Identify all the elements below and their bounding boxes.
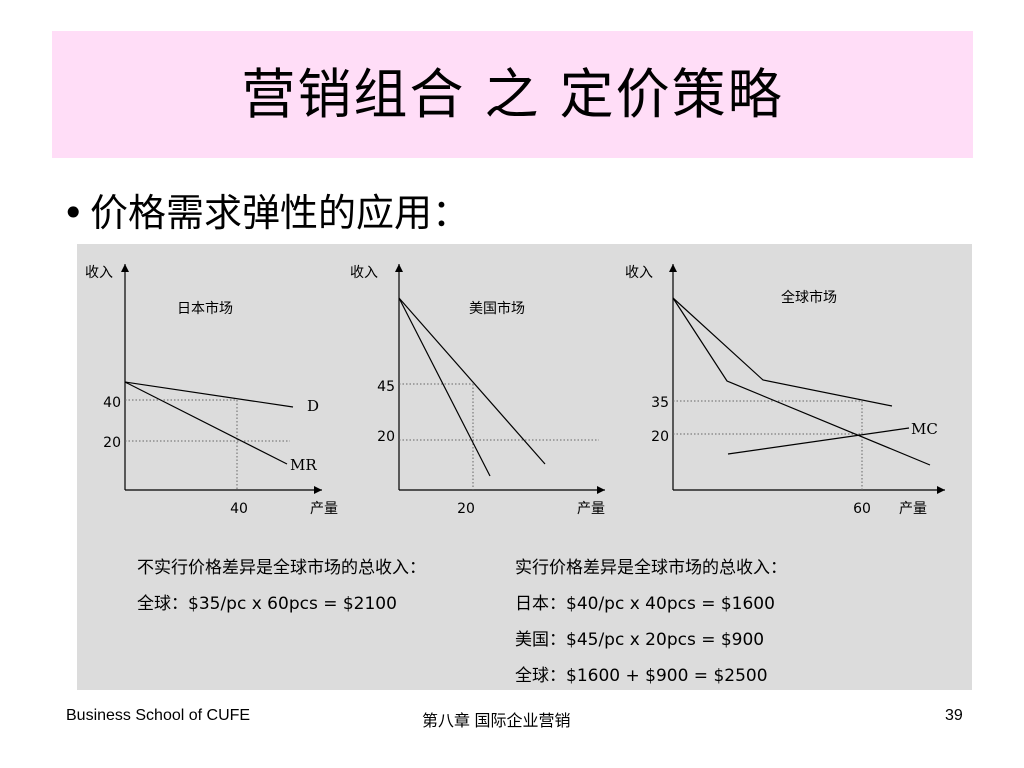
chart1-y-arrow-icon bbox=[121, 264, 129, 272]
footer-page-number: 39 bbox=[945, 707, 963, 724]
bullet-item: • 价格需求弹性的应用： bbox=[62, 182, 470, 237]
chart1-title: 日本市场 bbox=[177, 300, 233, 317]
slide-title: 营销组合 之 定价策略 bbox=[241, 63, 784, 126]
right-line-usa: 美国：$45/pc x 20pcs = $900 bbox=[515, 630, 765, 650]
chart2-xtick-20: 20 bbox=[457, 501, 475, 517]
chart1-xtick-40: 40 bbox=[230, 501, 248, 517]
chart3-mc-line bbox=[727, 427, 910, 455]
chart1-label-mr: MR bbox=[290, 456, 317, 474]
chart3-x-label: 产量 bbox=[899, 501, 927, 517]
chart3-y-label: 收入 bbox=[625, 265, 653, 281]
revenue-without-discrimination: 不实行价格差异是全球市场的总收入： 全球：$35/pc x 60pcs = $2… bbox=[137, 550, 426, 622]
bullet-text: 价格需求弹性的应用： bbox=[90, 191, 471, 235]
left-heading: 不实行价格差异是全球市场的总收入： bbox=[137, 558, 426, 578]
footer-center: 第八章 国际企业营销 bbox=[422, 713, 571, 730]
chart2-y-arrow-icon bbox=[395, 264, 403, 272]
footer-left: Business School of CUFE bbox=[66, 707, 251, 724]
chart3-ytick-35: 35 bbox=[651, 395, 669, 411]
chart3-label-mc: MC bbox=[911, 420, 938, 438]
chart2-mr-line bbox=[398, 297, 491, 477]
chart1-x-label: 产量 bbox=[310, 501, 338, 517]
chart3-ytick-20: 20 bbox=[651, 429, 669, 445]
chart1-ytick-40: 40 bbox=[103, 395, 121, 411]
chart3-y-arrow-icon bbox=[669, 264, 677, 272]
chart1-label-d: D bbox=[307, 397, 319, 415]
chart3-x-arrow-icon bbox=[937, 486, 945, 494]
bullet-dot-icon: • bbox=[62, 191, 85, 235]
chart2-ytick-20: 20 bbox=[377, 429, 395, 445]
revenue-with-discrimination: 实行价格差异是全球市场的总收入： 日本：$40/pc x 40pcs = $16… bbox=[515, 550, 787, 694]
chart3-mr-line bbox=[672, 297, 931, 466]
right-line-japan: 日本：$40/pc x 40pcs = $1600 bbox=[515, 594, 775, 614]
chart1-demand-line bbox=[124, 381, 294, 408]
chart2-x-label: 产量 bbox=[577, 501, 605, 517]
chart3-title: 全球市场 bbox=[781, 289, 837, 306]
chart2-y-label: 收入 bbox=[350, 265, 378, 281]
chart3-demand-line bbox=[672, 297, 893, 407]
chart1-ytick-20: 20 bbox=[103, 435, 121, 451]
chart1-mr-line bbox=[124, 381, 288, 465]
title-band: 营销组合 之 定价策略 bbox=[52, 31, 973, 158]
left-line: 全球：$35/pc x 60pcs = $2100 bbox=[137, 594, 397, 614]
chart1-x-arrow-icon bbox=[314, 486, 322, 494]
chart2-x-arrow-icon bbox=[597, 486, 605, 494]
right-line-global: 全球：$1600 + $900 = $2500 bbox=[515, 666, 768, 686]
chart2-title: 美国市场 bbox=[469, 300, 525, 317]
right-heading: 实行价格差异是全球市场的总收入： bbox=[515, 558, 787, 578]
diagram-panel: 收入产量 日本市场 40 20 40 D MR 收入产量 美国市场 45 20 20 收入产量 全球市场 3… bbox=[77, 244, 972, 690]
chart3-xtick-60: 60 bbox=[853, 501, 871, 517]
chart1-y-label: 收入 bbox=[85, 265, 113, 281]
chart2-demand-line bbox=[398, 297, 546, 465]
chart2-ytick-45: 45 bbox=[377, 379, 395, 395]
